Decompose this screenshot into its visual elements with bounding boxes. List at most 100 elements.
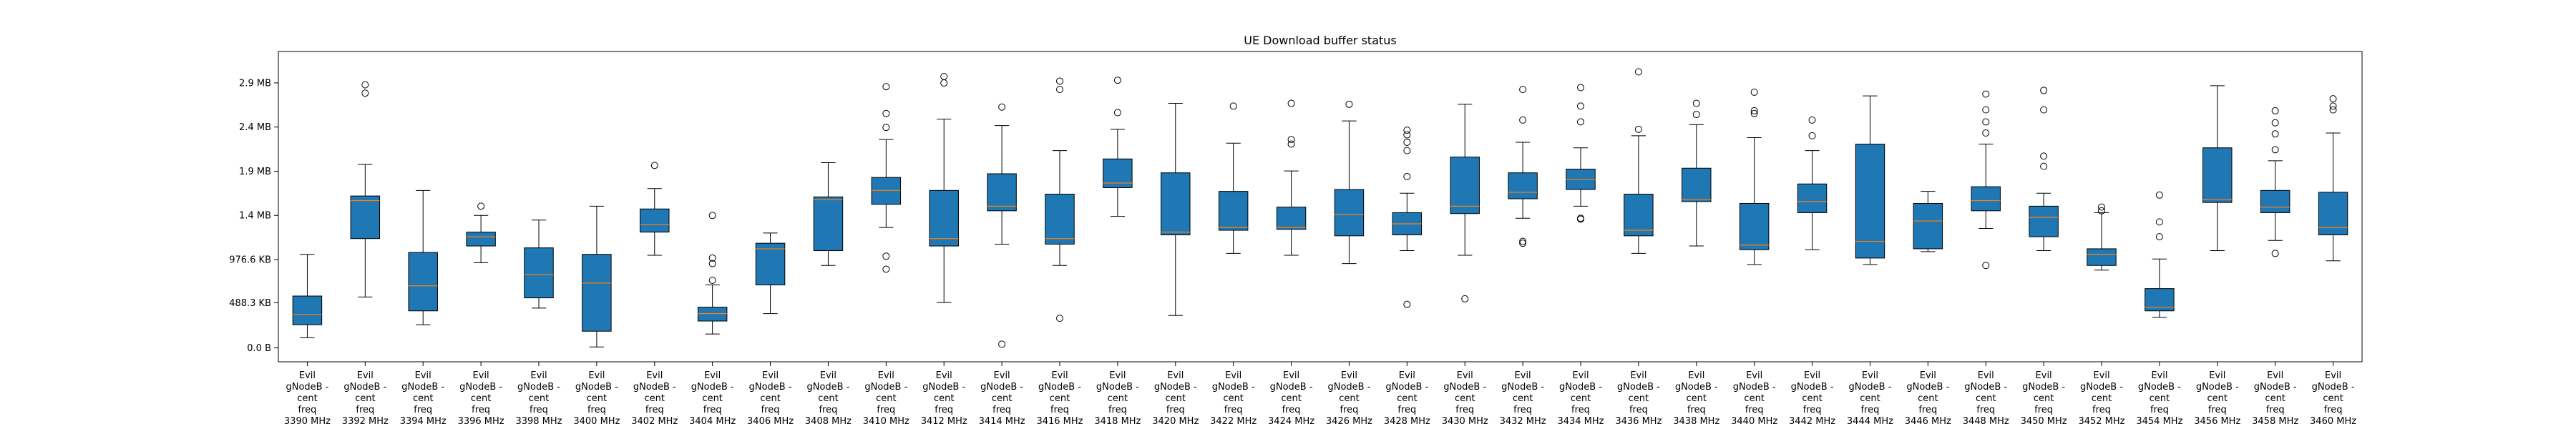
outlier-point <box>1750 89 1758 97</box>
outlier-point <box>2271 146 2279 154</box>
box-iqr <box>929 189 959 247</box>
box-11 <box>871 83 902 273</box>
outlier-point <box>882 252 890 260</box>
outlier-point <box>708 212 716 220</box>
outlier-point <box>940 72 948 80</box>
outlier-point <box>650 162 658 169</box>
outlier-point <box>1345 100 1353 108</box>
y-tick-label: 1.9 MB <box>239 167 271 177</box>
outlier-point <box>1577 102 1584 110</box>
outlier-point <box>1056 86 1063 94</box>
box-18 <box>1276 99 1307 256</box>
x-tick-label: Evil gNodeB -cent freq 3392 MHz <box>342 370 389 427</box>
plot-area-frame <box>278 51 2363 363</box>
outlier-point <box>1461 295 1469 302</box>
outlier-point <box>2271 130 2279 138</box>
box-21 <box>1450 104 1480 302</box>
box-iqr <box>2260 189 2290 213</box>
box-iqr <box>1276 207 1307 230</box>
outlier-point <box>998 340 1006 348</box>
outlier-point <box>361 81 369 89</box>
box-16 <box>1161 103 1191 316</box>
x-tick-label: Evil gNodeB -cent freq 3428 MHz <box>1384 370 1430 427</box>
box-iqr <box>2202 147 2233 203</box>
outlier-point <box>708 254 716 262</box>
outlier-point <box>2329 106 2337 114</box>
outlier-point <box>882 124 890 132</box>
outlier-point <box>882 83 890 91</box>
box-series <box>292 68 2348 348</box>
x-tick-label: Evil gNodeB -cent freq 3444 MHz <box>1847 370 1893 427</box>
box-36 <box>2318 95 2348 262</box>
box-33 <box>2145 191 2175 318</box>
outlier-point <box>1634 125 1642 133</box>
box-iqr <box>1913 202 1943 250</box>
box-iqr <box>1450 157 1480 214</box>
outlier-point <box>2098 207 2105 214</box>
box-5 <box>524 220 554 309</box>
box-iqr <box>2087 248 2117 266</box>
x-tick-label: Evil gNodeB -cent freq 3448 MHz <box>1963 370 2009 427</box>
x-tick-label: Evil gNodeB -cent freq 3406 MHz <box>747 370 794 427</box>
box-iqr <box>1682 167 1712 202</box>
box-17 <box>1218 102 1249 254</box>
box-iqr <box>466 232 496 247</box>
chart-title: UE Download buffer status <box>1244 34 1397 47</box>
box-iqr <box>292 295 323 325</box>
x-tick-label: Evil gNodeB -cent freq 3460 MHz <box>2310 370 2356 427</box>
outlier-point <box>1982 106 1990 114</box>
box-iqr <box>350 195 381 240</box>
outlier-point <box>1403 300 1411 308</box>
outlier-point <box>1287 140 1295 148</box>
box-15 <box>1103 77 1133 217</box>
box-iqr <box>1218 191 1249 231</box>
x-tick-label: Evil gNodeB -cent freq 3430 MHz <box>1442 370 1488 427</box>
box-14 <box>1045 77 1075 322</box>
outlier-point <box>1982 118 1990 126</box>
x-tick-label: Evil gNodeB -cent freq 3438 MHz <box>1673 370 1719 427</box>
x-tick-label: Evil gNodeB -cent freq 3408 MHz <box>805 370 852 427</box>
outlier-point <box>1403 138 1411 146</box>
x-tick-label: Evil gNodeB -cent freq 3424 MHz <box>1268 370 1314 427</box>
box-iqr <box>2029 205 2059 237</box>
outlier-point <box>2155 218 2163 226</box>
x-tick-label: Evil gNodeB -cent freq 3436 MHz <box>1615 370 1662 427</box>
outlier-point <box>1519 86 1527 94</box>
x-tick-label: Evil gNodeB -cent freq 3404 MHz <box>689 370 736 427</box>
box-7 <box>640 162 670 256</box>
x-tick-label: Evil gNodeB -cent freq 3442 MHz <box>1789 370 1835 427</box>
outlier-point <box>708 260 716 267</box>
x-tick-label: Evil gNodeB -cent freq 3400 MHz <box>573 370 620 427</box>
box-32 <box>2087 203 2117 271</box>
box-25 <box>1682 99 1712 247</box>
box-iqr <box>987 173 1017 212</box>
outlier-point <box>1403 147 1411 154</box>
box-22 <box>1508 86 1538 247</box>
outlier-point <box>882 109 890 117</box>
y-tick-label: 0.0 B <box>247 343 271 354</box>
box-26 <box>1739 89 1770 265</box>
x-tick-label: Evil gNodeB -cent freq 3446 MHz <box>1905 370 1951 427</box>
box-iqr <box>524 247 554 299</box>
outlier-point <box>1750 107 1758 114</box>
outlier-point <box>998 103 1006 111</box>
box-35 <box>2260 107 2290 257</box>
x-tick-label: Evil gNodeB -cent freq 3432 MHz <box>1500 370 1546 427</box>
outlier-point <box>708 276 716 284</box>
box-2 <box>350 81 381 297</box>
outlier-point <box>1982 129 1990 137</box>
outlier-point <box>1808 132 1816 139</box>
outlier-point <box>1982 262 1990 270</box>
box-iqr <box>755 242 786 285</box>
outlier-point <box>2329 95 2337 103</box>
outlier-point <box>2040 106 2048 114</box>
outlier-point <box>1692 111 1700 119</box>
outlier-point <box>1229 102 1237 110</box>
x-tick-label: Evil gNodeB -cent freq 3414 MHz <box>979 370 1025 427</box>
box-iqr <box>408 252 438 312</box>
box-iqr <box>1624 194 1654 237</box>
outlier-point <box>1287 136 1295 144</box>
outlier-point <box>2329 102 2337 110</box>
box-8 <box>697 212 728 335</box>
